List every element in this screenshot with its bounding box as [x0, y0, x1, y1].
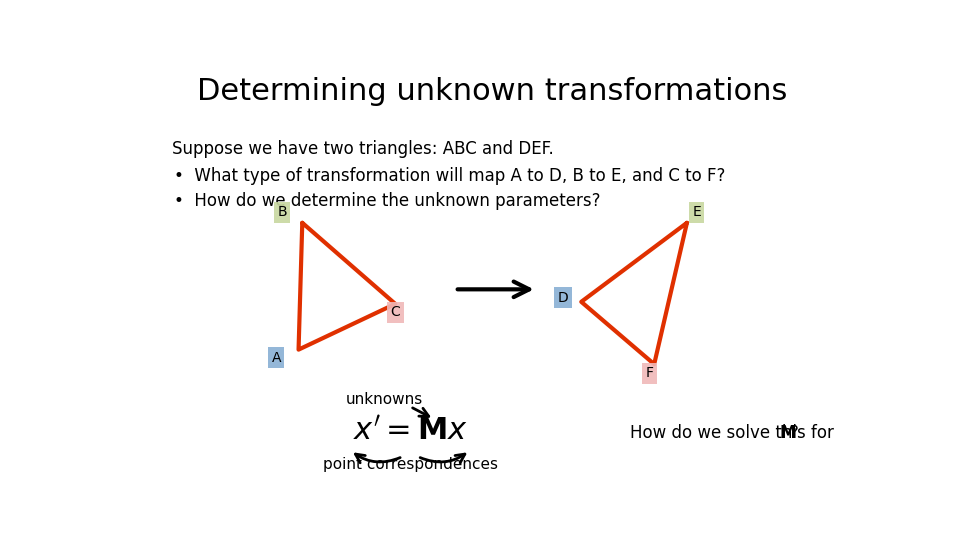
Text: unknowns: unknowns	[346, 392, 422, 407]
Text: $x' = \mathbf{M}x$: $x' = \mathbf{M}x$	[352, 416, 468, 445]
Text: A: A	[272, 351, 281, 365]
Text: •  What type of transformation will map A to D, B to E, and C to F?: • What type of transformation will map A…	[174, 167, 725, 185]
Text: B: B	[277, 205, 287, 219]
Text: C: C	[391, 305, 400, 319]
Text: Suppose we have two triangles: ABC and DEF.: Suppose we have two triangles: ABC and D…	[172, 140, 554, 158]
Text: Determining unknown transformations: Determining unknown transformations	[197, 77, 787, 106]
Text: ?: ?	[789, 424, 799, 442]
Text: E: E	[692, 205, 701, 219]
Text: point correspondences: point correspondences	[323, 457, 497, 472]
Text: •  How do we determine the unknown parameters?: • How do we determine the unknown parame…	[174, 192, 600, 210]
Text: M: M	[780, 424, 797, 442]
Text: How do we solve this for: How do we solve this for	[630, 424, 839, 442]
Text: D: D	[558, 291, 568, 305]
Text: F: F	[646, 366, 654, 380]
